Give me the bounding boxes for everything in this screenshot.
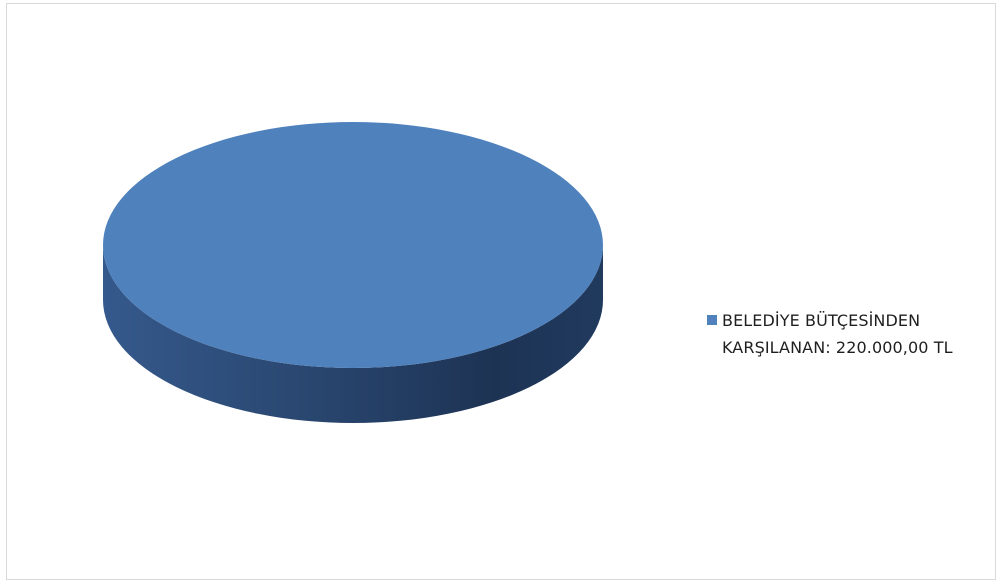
legend-label: BELEDİYE BÜTÇESİNDEN KARŞILANAN: 220.000… — [722, 311, 953, 357]
chart-area: BELEDİYE BÜTÇESİNDEN KARŞILANAN: 220.000… — [6, 3, 996, 580]
pie-slice — [103, 122, 603, 368]
legend-swatch — [707, 315, 717, 325]
pie-slice-side — [103, 245, 603, 423]
legend: BELEDİYE BÜTÇESİNDEN KARŞILANAN: 220.000… — [707, 307, 987, 361]
pie-plot — [103, 122, 603, 423]
legend-item: BELEDİYE BÜTÇESİNDEN KARŞILANAN: 220.000… — [707, 307, 987, 361]
